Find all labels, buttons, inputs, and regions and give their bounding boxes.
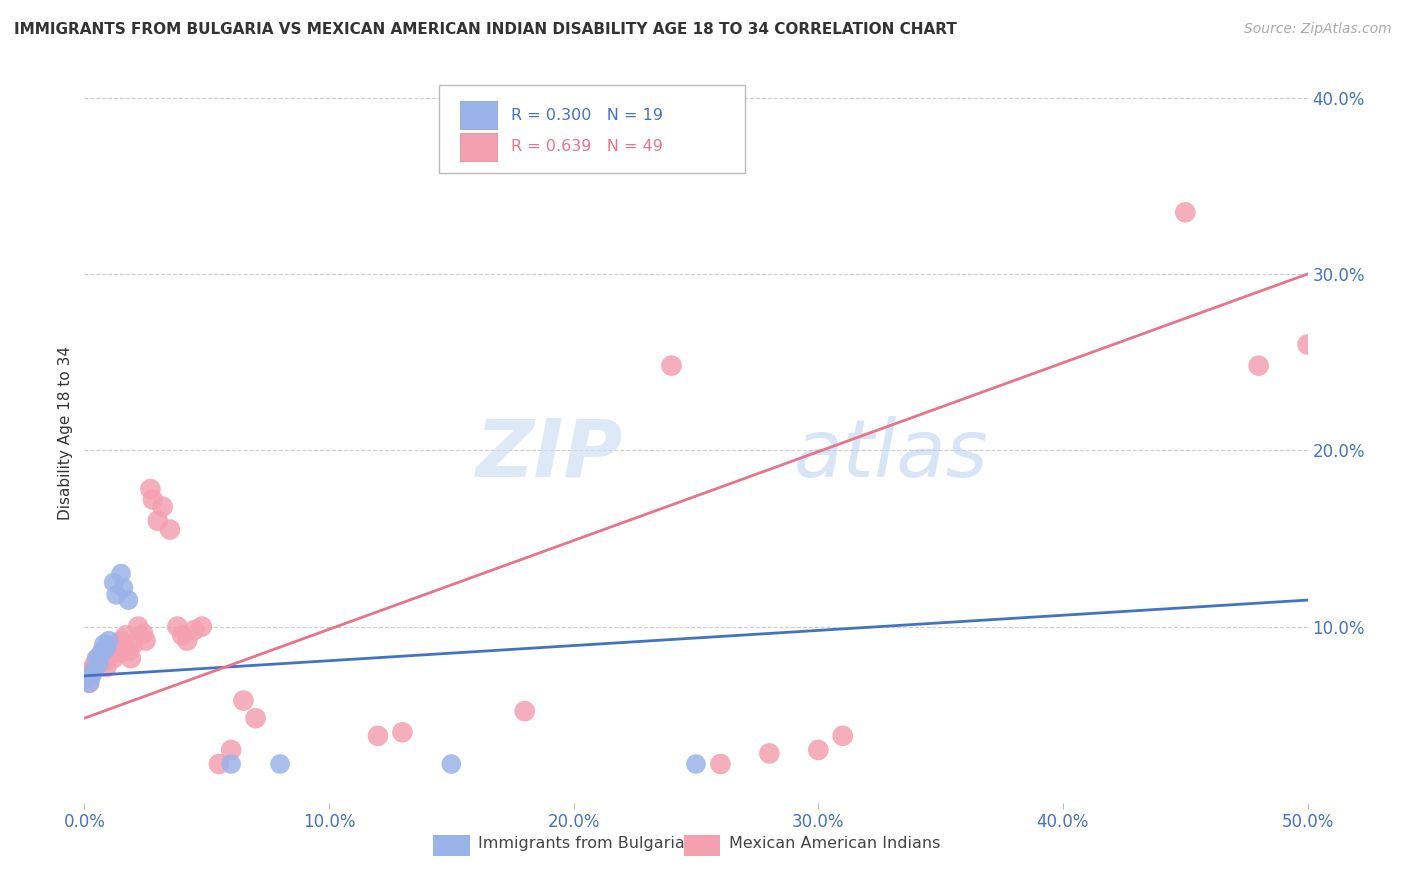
Point	[191, 619, 214, 633]
Point	[440, 757, 463, 772]
Point	[110, 633, 132, 648]
Point	[103, 651, 125, 665]
Point	[117, 593, 139, 607]
Text: R = 0.639   N = 49: R = 0.639 N = 49	[512, 139, 664, 154]
Point	[139, 482, 162, 496]
Point	[120, 651, 142, 665]
Point	[115, 628, 138, 642]
Text: Immigrants from Bulgaria: Immigrants from Bulgaria	[478, 836, 685, 851]
FancyBboxPatch shape	[460, 101, 496, 129]
Point	[142, 492, 165, 507]
Point	[183, 623, 205, 637]
Point	[96, 660, 118, 674]
Point	[122, 637, 145, 651]
FancyBboxPatch shape	[439, 85, 745, 173]
Point	[1296, 337, 1319, 351]
Y-axis label: Disability Age 18 to 34: Disability Age 18 to 34	[58, 345, 73, 520]
Point	[1174, 205, 1197, 219]
Point	[112, 640, 135, 655]
Point	[219, 743, 242, 757]
Point	[208, 757, 231, 772]
Text: Source: ZipAtlas.com: Source: ZipAtlas.com	[1244, 22, 1392, 37]
Point	[132, 626, 155, 640]
Point	[513, 704, 536, 718]
Point	[146, 514, 169, 528]
Point	[103, 575, 125, 590]
Point	[117, 644, 139, 658]
Point	[661, 359, 683, 373]
Point	[97, 649, 120, 664]
FancyBboxPatch shape	[460, 133, 496, 161]
Point	[86, 655, 108, 669]
Point	[172, 628, 194, 642]
Point	[685, 757, 707, 772]
Text: Mexican American Indians: Mexican American Indians	[728, 836, 941, 851]
Point	[807, 743, 830, 757]
Point	[77, 676, 100, 690]
Point	[105, 588, 128, 602]
Point	[269, 757, 291, 772]
Point	[100, 640, 122, 655]
Point	[90, 646, 112, 660]
Point	[112, 581, 135, 595]
Point	[135, 633, 157, 648]
Point	[245, 711, 267, 725]
Point	[96, 640, 118, 655]
Point	[152, 500, 174, 514]
Point	[86, 651, 108, 665]
Point	[107, 646, 129, 660]
Text: atlas: atlas	[794, 416, 988, 494]
Point	[76, 669, 98, 683]
Point	[758, 747, 780, 761]
Point	[831, 729, 853, 743]
Point	[80, 664, 103, 678]
Point	[87, 657, 110, 671]
Point	[76, 673, 98, 687]
Text: R = 0.300   N = 19: R = 0.300 N = 19	[512, 108, 664, 122]
Point	[166, 619, 188, 633]
Point	[219, 757, 242, 772]
Text: ZIP: ZIP	[475, 416, 623, 494]
Point	[90, 646, 112, 660]
Point	[159, 523, 181, 537]
FancyBboxPatch shape	[433, 836, 470, 856]
Point	[232, 693, 254, 707]
Point	[176, 633, 198, 648]
Point	[709, 757, 731, 772]
Point	[93, 637, 115, 651]
Point	[83, 658, 105, 673]
FancyBboxPatch shape	[683, 836, 720, 856]
Point	[1247, 359, 1270, 373]
Point	[77, 676, 100, 690]
Point	[367, 729, 389, 743]
Point	[87, 651, 110, 665]
Point	[83, 664, 105, 678]
Point	[391, 725, 413, 739]
Point	[93, 655, 115, 669]
Point	[127, 619, 149, 633]
Text: IMMIGRANTS FROM BULGARIA VS MEXICAN AMERICAN INDIAN DISABILITY AGE 18 TO 34 CORR: IMMIGRANTS FROM BULGARIA VS MEXICAN AMER…	[14, 22, 957, 37]
Point	[80, 669, 103, 683]
Point	[110, 566, 132, 581]
Point	[105, 637, 128, 651]
Point	[97, 633, 120, 648]
